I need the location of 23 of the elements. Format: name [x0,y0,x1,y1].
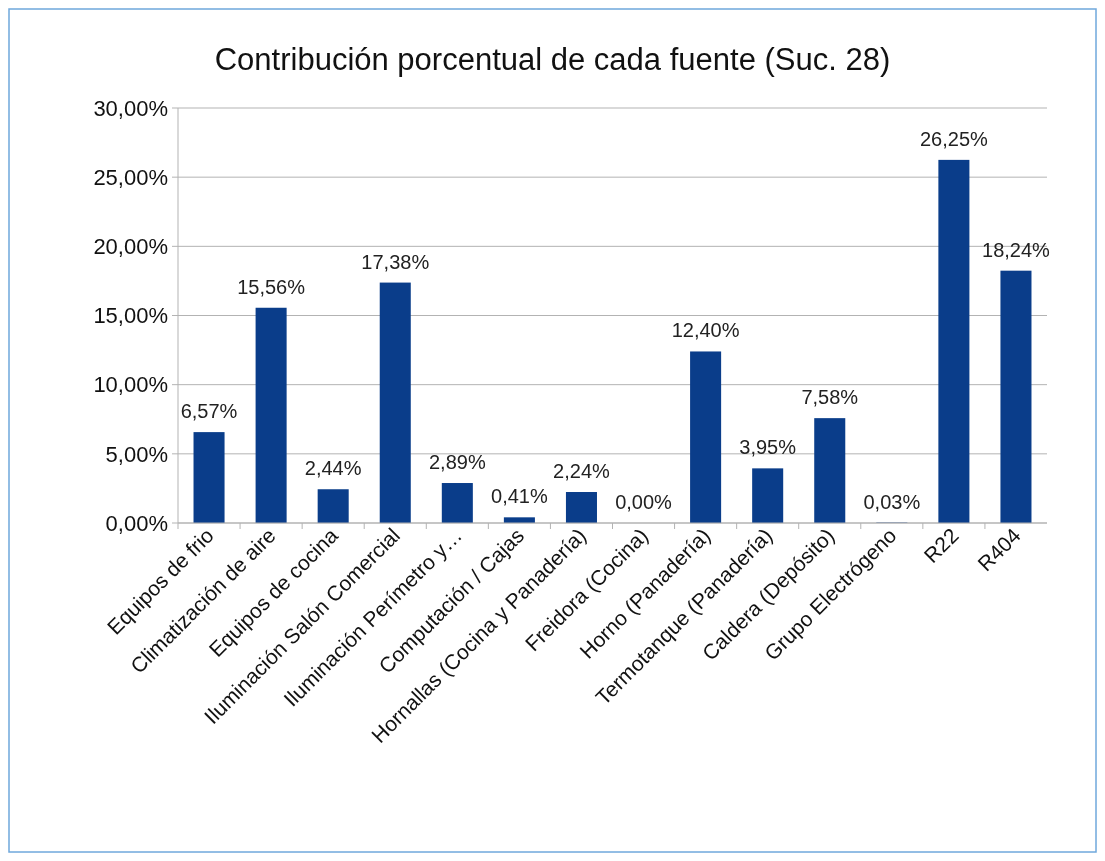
data-label: 7,58% [801,386,859,409]
y-tick-label: 25,00% [93,164,168,190]
data-label: 12,40% [671,319,740,342]
data-label: 18,24% [982,238,1051,261]
y-tick-label: 30,00% [93,95,168,121]
data-label: 3,95% [739,436,797,459]
y-tick-label: 20,00% [93,234,168,260]
y-tick-label: 5,00% [105,441,168,467]
data-label: 17,38% [361,250,430,273]
y-tick-label: 15,00% [93,303,168,329]
data-label: 26,25% [919,127,989,150]
data-label: 2,89% [428,451,486,474]
y-tick-label: 10,00% [93,372,168,398]
data-label: 15,56% [237,275,306,298]
data-label: 0,41% [491,485,548,508]
data-label: 2,24% [553,460,611,483]
data-label: 0,03% [863,490,921,513]
data-label: 6,57% [180,400,238,423]
y-tick-label: 0,00% [105,510,168,536]
chart-title: Contribución porcentual de cada fuente (Suc. 28) [214,42,891,77]
data-label: 2,44% [304,457,362,480]
x-tick-label: R22 [919,523,963,568]
data-label: 0,00% [615,491,673,513]
